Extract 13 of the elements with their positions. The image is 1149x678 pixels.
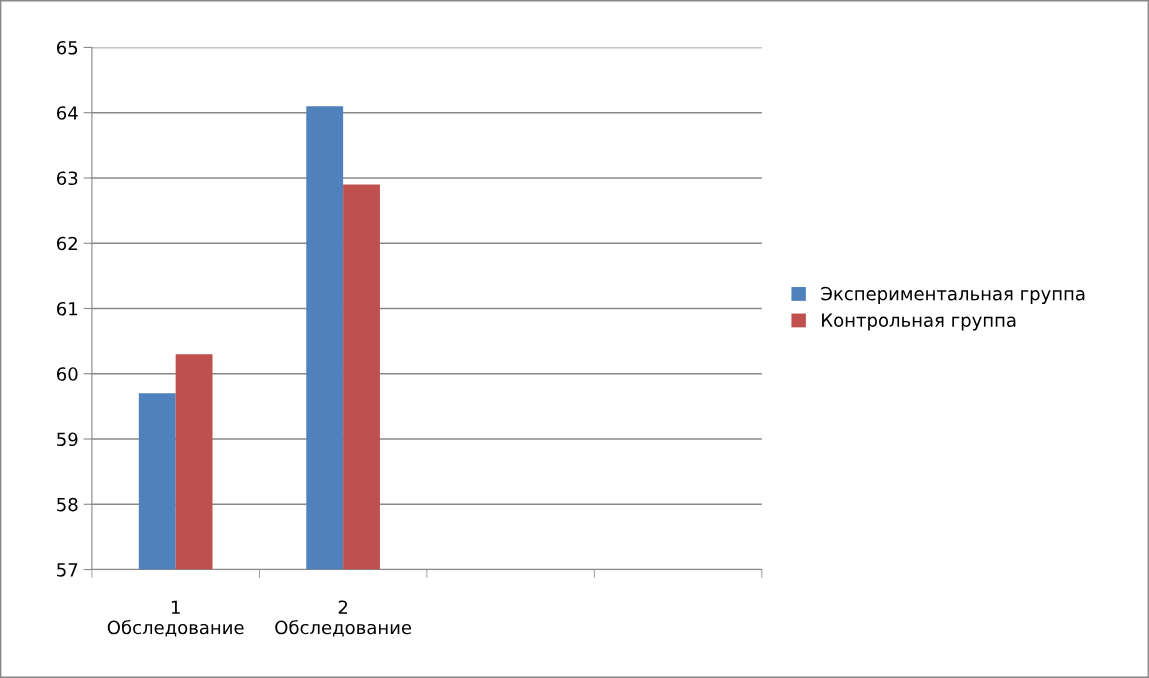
legend-label: Контрольная группа: [822, 313, 1016, 331]
y-tick-label: 62: [57, 236, 77, 251]
y-tick-label: 61: [57, 301, 78, 316]
y-tick-label: 58: [57, 497, 78, 512]
y-tick-label: 59: [57, 432, 78, 447]
x-tick-label: 2 Обследование: [275, 600, 412, 637]
y-tick-label: 65: [57, 40, 78, 55]
legend-label: Экспериментальная группа: [821, 286, 1085, 304]
y-tick-label: 64: [57, 106, 78, 120]
y-tick-label: 63: [57, 171, 78, 186]
x-tick-label: 1 Обследование: [107, 600, 244, 637]
y-tick-label: 60: [57, 367, 78, 381]
y-tick-label: 57: [57, 563, 78, 577]
